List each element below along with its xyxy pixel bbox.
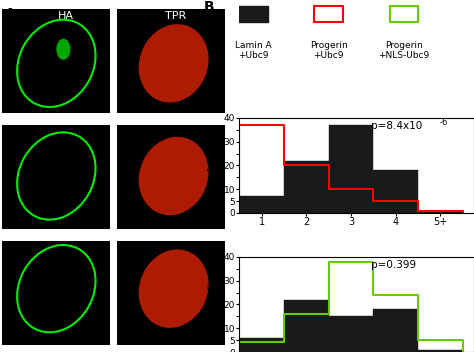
Y-axis label: % of Cells: % of Cells (208, 278, 218, 331)
Text: Lamin A
+Ubc9: Lamin A +Ubc9 (235, 40, 272, 60)
Bar (2, 241, 110, 345)
Text: p=8.4x10: p=8.4x10 (371, 121, 422, 131)
Bar (329, 316, 374, 352)
Bar (239, 6, 267, 22)
Bar (118, 9, 225, 113)
Y-axis label: % of Cells: % of Cells (208, 139, 218, 191)
Text: Progerin
+Ubc9: Progerin +Ubc9 (310, 40, 347, 60)
Ellipse shape (56, 39, 71, 60)
Bar (239, 196, 284, 213)
Text: TPR: TPR (165, 11, 187, 20)
Bar (390, 6, 418, 22)
Bar (2, 125, 110, 229)
Bar (314, 6, 343, 22)
Text: A: A (5, 7, 16, 21)
Bar (374, 170, 418, 213)
Bar (374, 309, 418, 352)
Bar (2, 9, 110, 113)
Text: p=0.399: p=0.399 (371, 260, 416, 270)
Text: B: B (204, 0, 215, 14)
Bar (239, 338, 284, 352)
Bar (418, 350, 463, 352)
Text: -6: -6 (440, 118, 448, 127)
Bar (329, 125, 374, 213)
Text: HA: HA (58, 11, 73, 20)
Ellipse shape (139, 24, 209, 102)
Bar (418, 210, 463, 213)
Bar (118, 125, 225, 229)
Bar (118, 241, 225, 345)
Ellipse shape (139, 250, 209, 328)
Text: Progerin
+NLS-Ubc9: Progerin +NLS-Ubc9 (378, 40, 429, 60)
Bar (284, 161, 329, 213)
Bar (284, 300, 329, 352)
Ellipse shape (139, 137, 209, 215)
